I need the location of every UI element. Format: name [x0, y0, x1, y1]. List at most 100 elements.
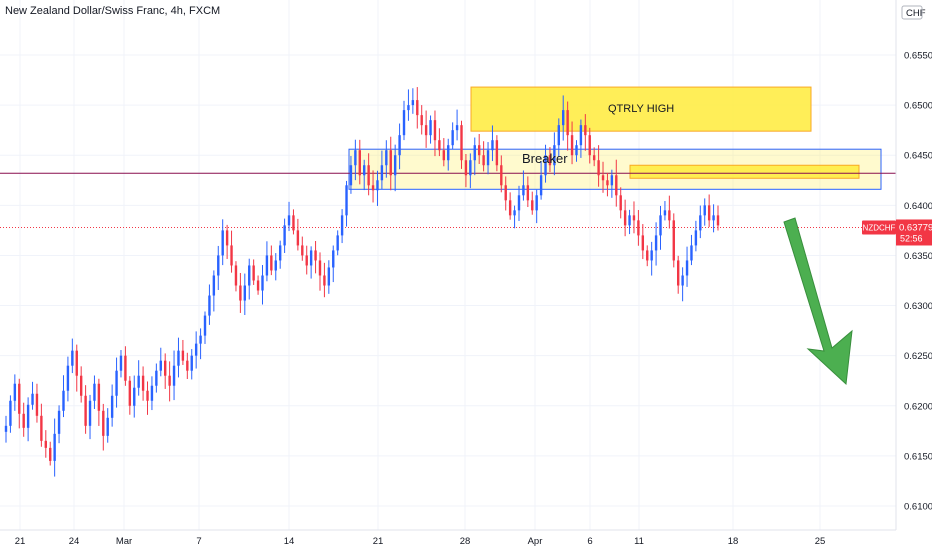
candle-body	[681, 275, 684, 286]
candle	[239, 272, 242, 313]
candle	[168, 361, 171, 402]
candle	[672, 213, 675, 268]
candle-body	[159, 360, 162, 371]
candle-body	[424, 125, 428, 136]
candle	[93, 375, 96, 409]
currency-box	[901, 5, 923, 20]
candle	[646, 245, 649, 267]
candle	[433, 110, 437, 157]
candle-body	[106, 417, 109, 436]
candle-body	[265, 255, 269, 276]
candle	[252, 259, 255, 285]
candle-body	[588, 135, 591, 156]
candle-body	[327, 267, 331, 286]
candle-body	[592, 155, 596, 161]
candle	[314, 240, 317, 274]
candle	[389, 136, 392, 191]
candle	[584, 114, 587, 151]
candle	[194, 331, 198, 369]
candle-body	[26, 404, 30, 428]
x-tick-label: Mar	[116, 536, 132, 547]
candle-body	[66, 365, 70, 391]
candle	[164, 353, 167, 389]
candle-body	[690, 245, 693, 261]
candle	[668, 195, 671, 229]
candle	[637, 210, 640, 246]
candle-body	[18, 383, 21, 414]
candle-body	[212, 275, 216, 296]
candle-body	[115, 370, 118, 396]
candle	[615, 159, 618, 207]
candle	[424, 110, 428, 148]
candle	[137, 360, 140, 396]
candle-body	[363, 165, 366, 176]
candle	[464, 154, 468, 188]
candle	[110, 384, 114, 427]
candle-body	[668, 210, 671, 221]
candle-body	[199, 335, 202, 344]
candle-body	[663, 210, 667, 216]
candle-body	[292, 215, 295, 231]
candle-body	[278, 245, 282, 261]
candle-body	[248, 265, 251, 286]
candle	[690, 234, 693, 266]
candle	[212, 270, 216, 312]
candle	[40, 403, 43, 447]
candle-body	[40, 415, 43, 441]
symbol-tag-text: NZDCHF	[863, 223, 896, 232]
candle	[707, 194, 711, 227]
candle-body	[544, 155, 547, 176]
x-tick-label: 21	[373, 536, 384, 547]
candle	[385, 140, 388, 178]
candle	[575, 140, 578, 162]
candle-body	[203, 315, 207, 336]
candle-body	[177, 350, 180, 366]
candle	[513, 205, 516, 229]
candle-body	[133, 387, 136, 406]
candle-body	[71, 350, 74, 366]
candle-body	[239, 285, 242, 301]
candle-body	[504, 185, 507, 201]
candle	[535, 189, 538, 224]
candle	[393, 144, 397, 192]
candle	[354, 139, 357, 181]
candle	[49, 441, 52, 466]
candle-body	[584, 125, 587, 136]
candle	[539, 161, 543, 200]
candle	[124, 346, 127, 386]
candle-body	[420, 115, 423, 126]
candle-body	[62, 390, 65, 411]
candle	[650, 241, 653, 276]
candle-body	[566, 110, 569, 136]
candle-body	[548, 155, 552, 166]
candle-body	[354, 150, 357, 166]
candle-body	[628, 215, 631, 226]
candle	[84, 385, 87, 434]
candle-body	[252, 265, 255, 281]
candle	[531, 191, 534, 215]
candle-body	[186, 360, 189, 371]
candle	[659, 205, 662, 250]
candle-body	[447, 145, 450, 161]
candle-body	[208, 295, 211, 316]
candle	[371, 170, 375, 203]
candle-body	[172, 365, 176, 386]
candle	[588, 127, 591, 164]
candle	[66, 356, 70, 402]
candle	[35, 383, 39, 423]
candle-body	[385, 150, 388, 166]
candle-body	[128, 380, 132, 406]
x-tick-label: Apr	[528, 536, 543, 547]
price-tag-box	[896, 219, 932, 246]
candle	[18, 378, 21, 429]
candle-body	[672, 220, 675, 261]
candle	[566, 101, 569, 151]
candle	[504, 176, 507, 211]
candle-body	[88, 400, 92, 426]
candle-body	[650, 250, 653, 261]
candle	[420, 105, 423, 135]
